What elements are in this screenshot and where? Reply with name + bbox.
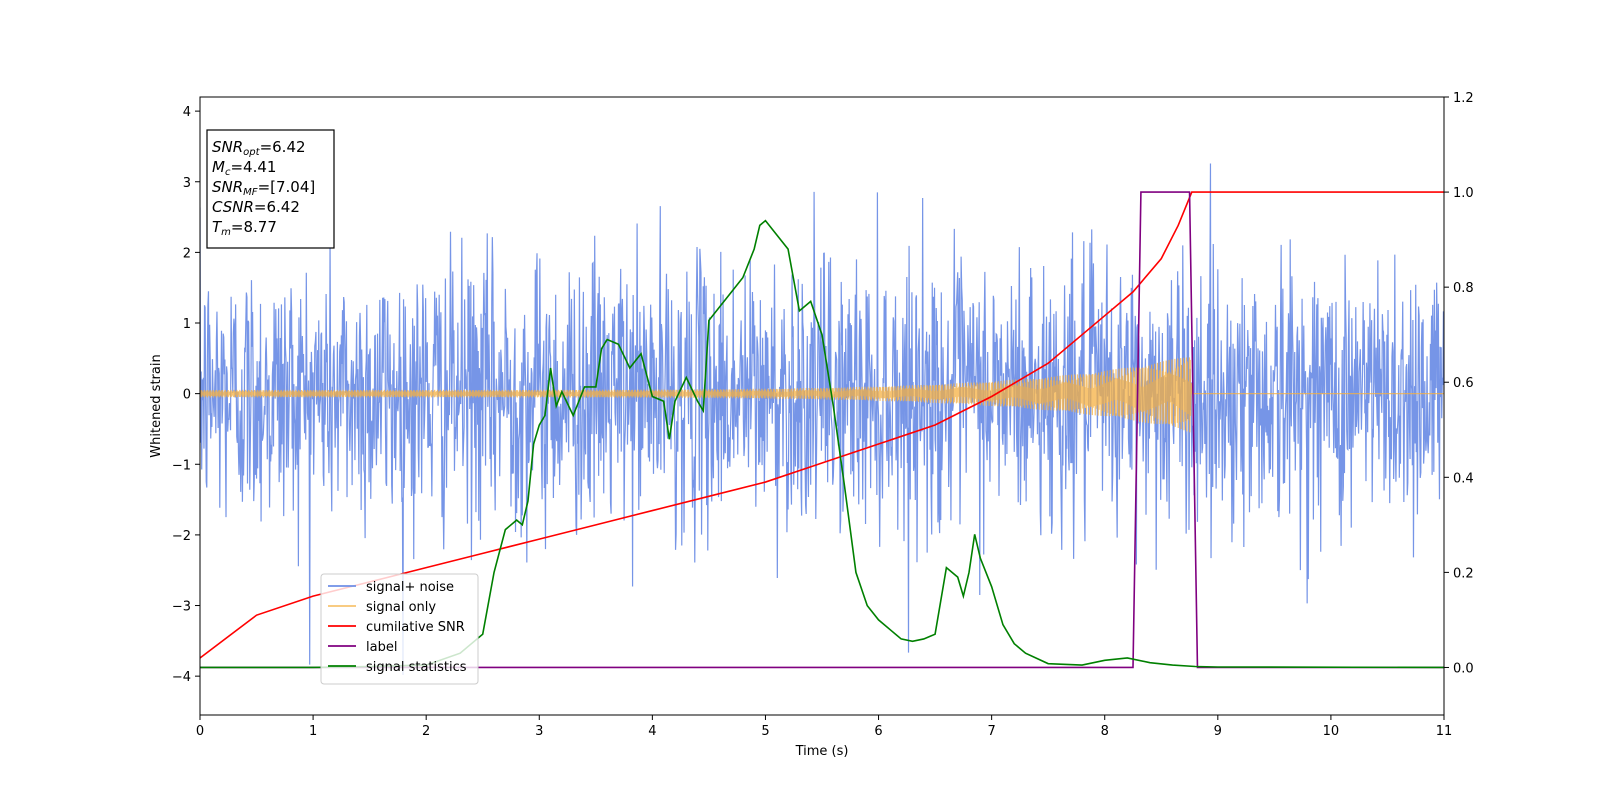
y2-tick-label: 0.4 bbox=[1453, 471, 1474, 486]
annotation-line: CSNR=6.42 bbox=[212, 198, 300, 216]
legend-entry: signal only bbox=[366, 600, 436, 615]
series-signal-statistics-line bbox=[200, 219, 1444, 669]
y2-tick-label: 0.8 bbox=[1453, 281, 1474, 296]
legend-entry: label bbox=[366, 640, 397, 655]
legend-entry: signal+ noise bbox=[366, 580, 454, 595]
x-tick-label: 6 bbox=[874, 724, 882, 739]
x-tick-label: 1 bbox=[309, 724, 317, 739]
y2-tick-label: 1.0 bbox=[1453, 186, 1474, 201]
x-tick-label: 9 bbox=[1214, 724, 1222, 739]
x-tick-label: 4 bbox=[648, 724, 656, 739]
x-tick-label: 5 bbox=[761, 724, 769, 739]
axes-frame bbox=[199, 96, 1445, 716]
y-tick-label: 1 bbox=[183, 317, 191, 332]
annotation-line: Tm=8.77 bbox=[212, 218, 277, 238]
x-axis-label: Time (s) bbox=[795, 744, 849, 759]
x-tick-label: 10 bbox=[1323, 724, 1340, 739]
y-tick-label: 2 bbox=[183, 246, 191, 261]
x-tick-label: 8 bbox=[1101, 724, 1109, 739]
series-signal-only-line bbox=[200, 357, 1444, 433]
annotation-frame bbox=[206, 129, 335, 249]
y2-tick-label: 1.2 bbox=[1453, 91, 1474, 106]
x-tick-label: 11 bbox=[1436, 724, 1453, 739]
y2-tick-label: 0.6 bbox=[1453, 376, 1474, 391]
x-tick-label: 2 bbox=[422, 724, 430, 739]
annotation-line: Mc=4.41 bbox=[212, 158, 276, 178]
y-tick-label: 4 bbox=[183, 105, 191, 120]
y-tick-label: −3 bbox=[172, 600, 191, 615]
x-tick-label: 3 bbox=[535, 724, 543, 739]
x-tick-label: 0 bbox=[196, 724, 204, 739]
y-tick-label: −2 bbox=[172, 529, 191, 544]
annotation-line: SNRMF=[7.04] bbox=[212, 178, 315, 198]
annotation-line: SNRopt=6.42 bbox=[212, 138, 306, 158]
y-tick-label: 0 bbox=[183, 388, 191, 403]
legend: signal+ noise signal only cumilative SNR la… bbox=[320, 573, 479, 685]
y-tick-label: 3 bbox=[183, 176, 191, 191]
legend-frame bbox=[320, 573, 479, 685]
y-tick-label: −4 bbox=[172, 670, 191, 685]
y2-tick-label: 0.2 bbox=[1453, 566, 1474, 581]
y-tick-label: −1 bbox=[172, 458, 191, 473]
x-tick-label: 7 bbox=[987, 724, 995, 739]
legend-entry: signal statistics bbox=[366, 660, 467, 675]
ticks-layer: 0 1 2 3 4 5 6 7 8 9 10 1143210−1−2−3−41.21.00.80.60… bbox=[172, 91, 1474, 739]
y2-tick-label: 0.0 bbox=[1453, 661, 1474, 676]
legend-entry: cumilative SNR bbox=[366, 620, 465, 635]
series-signal-noise-line bbox=[200, 163, 1444, 676]
y-axis-label: Whitened strain bbox=[149, 354, 164, 457]
